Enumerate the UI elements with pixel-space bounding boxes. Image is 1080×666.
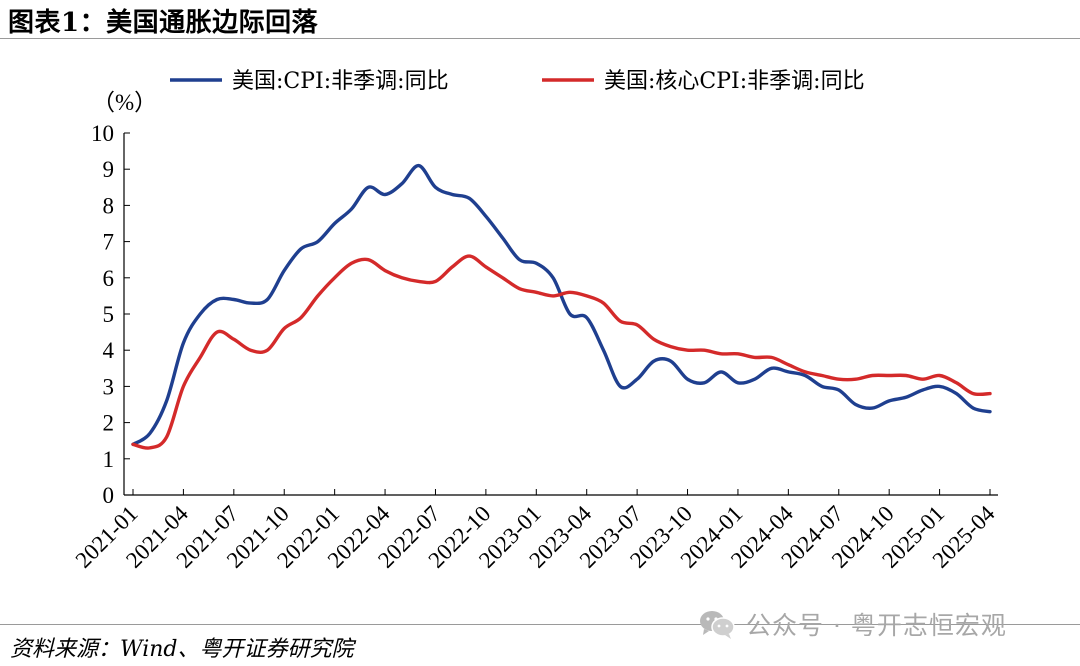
y-tick-label: 8 (103, 193, 115, 218)
title-divider (0, 38, 1080, 39)
y-tick-label: 7 (103, 230, 115, 255)
y-tick-label: 0 (103, 483, 115, 508)
figure-title: 图表1：美国通胀边际回落 (8, 8, 319, 38)
y-tick-label: 1 (103, 447, 115, 472)
series-layer (131, 163, 992, 450)
legend-label: 美国:核心CPI:非季调:同比 (604, 69, 865, 94)
y-axis-unit-label: （%） (92, 90, 157, 115)
y-tick-label: 10 (91, 121, 114, 146)
y-tick-label: 2 (103, 411, 115, 436)
y-tick-label: 9 (103, 157, 115, 182)
watermark: 公众号 · 粤开志恒宏观 (698, 606, 1007, 642)
watermark-text: 公众号 · 粤开志恒宏观 (746, 611, 1007, 640)
y-tick-label: 4 (103, 338, 115, 363)
legend-label: 美国:CPI:非季调:同比 (232, 69, 449, 94)
y-tick-label: 5 (103, 302, 115, 327)
series-line-cpi (131, 163, 992, 446)
wechat-icon (700, 611, 735, 639)
x-axis: 2021-012021-042021-072021-102022-012022-… (71, 489, 1000, 573)
y-tick-label: 3 (103, 374, 115, 399)
y-axis: 0 1 2 3 4 5 6 7 8 9 10 (91, 121, 130, 508)
source-note: 资料来源：Wind、粤开证券研究院 (10, 637, 354, 662)
line-chart: 美国:CPI:非季调:同比 美国:核心CPI:非季调:同比 （%） 0 1 2 3 4 5 6… (71, 69, 1000, 573)
series-line-core-cpi (131, 254, 992, 450)
footer-divider (0, 624, 1080, 625)
y-tick-label: 6 (103, 266, 115, 291)
chart-legend: 美国:CPI:非季调:同比 美国:核心CPI:非季调:同比 (170, 69, 865, 94)
